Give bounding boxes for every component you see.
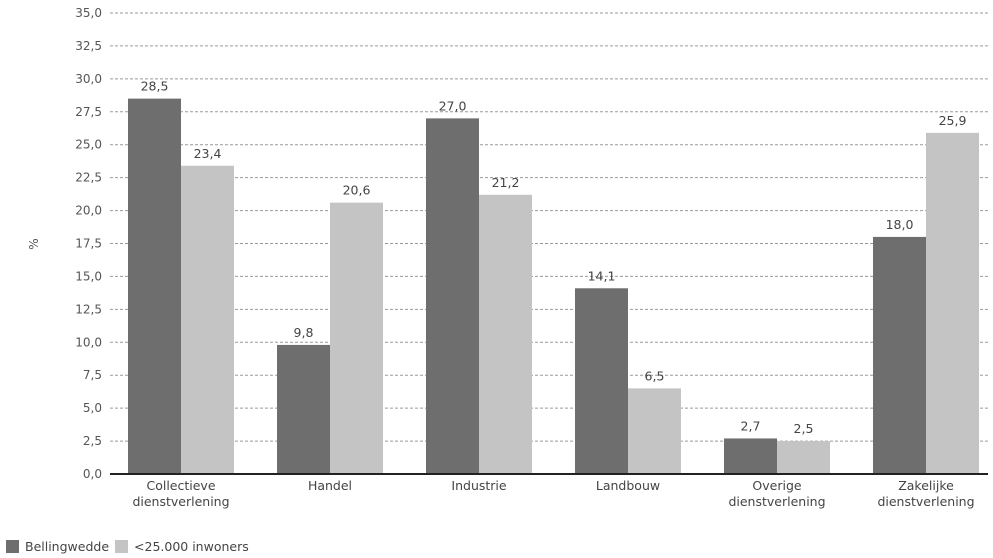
x-axis-category-labels: Collectieve dienstverlening Handel Industri…	[132, 478, 974, 509]
legend-swatch-under-25000	[115, 539, 129, 553]
bar	[181, 165, 234, 474]
gridlines	[110, 12, 988, 442]
y-tick-label: 0,0	[83, 467, 102, 481]
x-tick-label: Handel	[308, 478, 352, 493]
bar	[628, 388, 681, 474]
data-label: 27,0	[439, 98, 467, 113]
y-tick-label: 30,0	[75, 72, 102, 86]
y-tick-label: 35,0	[75, 6, 102, 20]
y-tick-label: 20,0	[75, 204, 102, 218]
bar	[479, 194, 532, 474]
y-tick-label: 7,5	[83, 368, 102, 382]
legend-item-under-25000: <25.000 inwoners	[115, 539, 249, 554]
bars: 28,5 23,4 9,8 20,6 27,0 21,2 14,1 6,5 2,7 2,5 18,0…	[128, 79, 979, 475]
y-tick-label: 27,5	[75, 105, 102, 119]
y-tick-label: 10,0	[75, 335, 102, 349]
x-tick-label: Landbouw	[596, 478, 660, 493]
data-label: 2,5	[794, 421, 814, 436]
x-tick-label: Industrie	[451, 478, 506, 493]
y-tick-label: 5,0	[83, 401, 102, 415]
data-label: 25,9	[939, 113, 967, 128]
bar	[724, 438, 777, 474]
y-tick-label: 17,5	[75, 237, 102, 251]
y-tick-label: 2,5	[83, 434, 102, 448]
data-label: 21,2	[492, 175, 520, 190]
y-tick-label: 12,5	[75, 302, 102, 316]
y-axis-label: %	[27, 238, 41, 249]
y-tick-label: 15,0	[75, 269, 102, 283]
legend-label-bellingwedde: Bellingwedde	[25, 538, 110, 554]
bar	[873, 236, 926, 474]
data-label: 2,7	[741, 418, 761, 433]
data-label: 14,1	[588, 268, 616, 283]
x-tick-label: Zakelijke dienstverlening	[877, 478, 974, 509]
legend-swatch-bellingwedde	[6, 539, 19, 553]
data-label: 18,0	[886, 217, 914, 232]
bar	[575, 288, 628, 474]
data-label: 23,4	[194, 146, 222, 161]
x-tick-label: Collectieve dienstverlening	[132, 478, 229, 509]
data-label: 20,6	[343, 183, 371, 198]
bar	[777, 441, 830, 474]
y-tick-label: 32,5	[75, 39, 102, 53]
x-tick-label: Overige dienstverlening	[728, 478, 825, 509]
y-axis-ticks: 0,0 2,5 5,0 7,5 10,0 12,5 15,0 17,5 20,0 22,5 25,0…	[75, 6, 102, 481]
data-label: 28,5	[141, 79, 169, 94]
bar	[128, 98, 181, 474]
data-label: 6,5	[645, 368, 665, 383]
legend-item-bellingwedde: Bellingwedde	[6, 539, 109, 554]
legend-label-under-25000: <25.000 inwoners	[134, 538, 249, 554]
bar	[926, 132, 979, 475]
data-label: 9,8	[294, 325, 314, 340]
bar	[330, 202, 383, 474]
legend: Bellingwedde <25.000 inwoners	[6, 537, 255, 555]
bar	[426, 118, 479, 474]
y-tick-label: 25,0	[75, 138, 102, 152]
y-tick-label: 22,5	[75, 171, 102, 185]
bar	[277, 344, 330, 474]
